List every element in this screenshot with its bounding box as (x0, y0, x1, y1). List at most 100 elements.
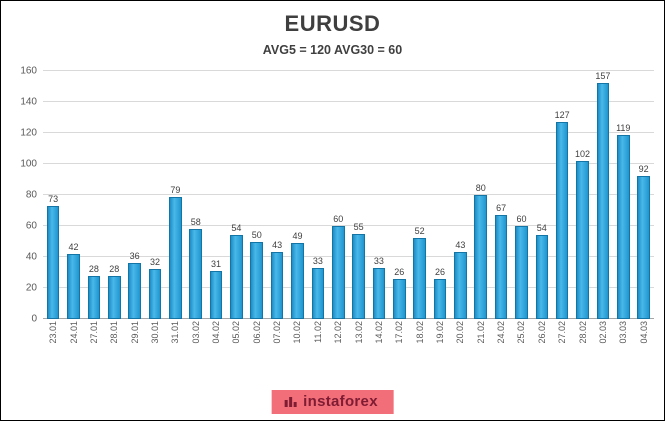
bar-value-label: 127 (554, 110, 570, 121)
y-tick-label: 160 (20, 65, 37, 77)
bar-value-label: 28 (88, 263, 99, 274)
bar (433, 278, 447, 319)
bar (169, 196, 182, 319)
bar (372, 267, 386, 319)
x-tick: 05.02 (226, 321, 246, 367)
x-tick-label: 24.01 (68, 321, 79, 344)
bar-value-label: 50 (251, 229, 262, 240)
bar-value-label: 67 (496, 203, 507, 214)
x-tick-label: 28.02 (577, 321, 588, 344)
x-tick-label: 31.01 (170, 321, 181, 344)
x-tick: 29.01 (124, 321, 144, 367)
bar-value-label: 157 (595, 71, 611, 81)
x-tick: 26.02 (532, 321, 552, 367)
x-tick-label: 12.02 (333, 321, 344, 344)
x-tick-label: 14.02 (373, 321, 384, 344)
x-tick-label: 26.02 (536, 321, 547, 344)
x-tick: 24.01 (63, 321, 83, 367)
x-tick-label: 25.02 (516, 321, 527, 344)
y-axis: 0 20 40 60 80 100 120 140 160 (9, 66, 43, 325)
bar-column: 32 (145, 71, 165, 319)
x-tick-label: 05.02 (231, 321, 242, 344)
bar-column: 33 (369, 71, 389, 319)
bar (535, 235, 549, 319)
x-tick: 28.02 (572, 321, 592, 367)
bar-column: 28 (84, 71, 104, 319)
bar (352, 233, 365, 319)
bar-value-label: 92 (638, 164, 649, 175)
bar-value-label: 31 (211, 258, 222, 269)
bar (291, 243, 304, 319)
bar (596, 83, 610, 319)
x-tick: 02.03 (593, 321, 613, 367)
bar (128, 263, 141, 319)
x-tick: 27.01 (84, 321, 104, 367)
bar (413, 238, 426, 319)
bar (230, 235, 243, 319)
bar-value-label: 79 (170, 184, 181, 195)
x-axis: 23.01 24.01 27.01 28.01 29.01 30.01 31.01 03.02… (43, 321, 654, 367)
bar (87, 275, 101, 319)
bar-column: 28 (104, 71, 124, 319)
x-tick-label: 23.01 (48, 321, 59, 344)
x-tick: 04.02 (206, 321, 226, 367)
x-tick-label: 27.02 (557, 321, 568, 344)
gridline (43, 101, 654, 102)
x-tick-label: 19.02 (435, 321, 445, 344)
x-tick-label: 10.02 (292, 321, 303, 344)
x-tick-label: 06.02 (251, 321, 262, 344)
bar-value-label: 49 (292, 231, 303, 242)
bar (250, 241, 264, 319)
bar-column: 43 (267, 71, 287, 319)
instaforex-logo: instaforex (271, 390, 394, 414)
bar (392, 278, 406, 319)
bar (474, 195, 488, 319)
bar-value-label: 80 (475, 183, 486, 193)
bar (637, 176, 650, 319)
x-tick: 25.02 (511, 321, 531, 367)
bar (67, 253, 80, 319)
x-tick-label: 02.03 (597, 321, 608, 344)
x-tick: 23.01 (43, 321, 63, 367)
bar-column: 55 (348, 71, 368, 319)
x-tick-label: 28.01 (109, 321, 120, 344)
x-tick: 07.02 (267, 321, 287, 367)
bar (209, 270, 223, 319)
x-tick: 19.02 (430, 321, 450, 367)
x-tick: 31.01 (165, 321, 185, 367)
bar (331, 226, 345, 319)
x-tick-label: 30.01 (149, 321, 160, 344)
x-tick: 27.02 (552, 321, 572, 367)
bar-column: 42 (63, 71, 83, 319)
bar-value-label: 36 (129, 251, 140, 262)
bar-value-label: 54 (536, 223, 547, 234)
bar-column: 67 (491, 71, 511, 319)
x-tick-label: 21.02 (475, 321, 486, 344)
bar-value-label: 60 (333, 214, 344, 224)
bar-column: 31 (206, 71, 226, 319)
bar-column: 26 (389, 71, 409, 319)
bar-column: 26 (430, 71, 450, 319)
plot-area: 73 42 28 28 36 32 79 58 31 54 50 43 49 33 60 55 33 26 52 26… (43, 70, 654, 319)
bar (576, 160, 589, 319)
x-tick: 14.02 (369, 321, 389, 367)
bar-column: 50 (247, 71, 267, 319)
bar-value-label: 73 (48, 193, 59, 204)
bar-value-label: 28 (109, 263, 120, 274)
bar-column: 127 (552, 71, 572, 319)
y-tick-label: 140 (20, 96, 37, 108)
bar-value-label: 32 (149, 257, 160, 268)
bar (515, 226, 528, 319)
y-tick-label: 20 (25, 282, 37, 294)
x-tick: 03.03 (613, 321, 633, 367)
gridline (43, 70, 654, 71)
x-tick-label: 07.02 (272, 321, 283, 344)
bar-chart: 0 20 40 60 80 100 120 140 160 73 42 28 28 36 32 79 58 31… (9, 66, 654, 325)
x-tick: 21.02 (471, 321, 491, 367)
bar (616, 134, 630, 319)
bar-value-label: 55 (353, 221, 364, 232)
x-tick-label: 18.02 (414, 321, 425, 344)
x-tick: 20.02 (450, 321, 470, 367)
x-tick: 11.02 (308, 321, 328, 367)
bar-column: 60 (328, 71, 348, 319)
